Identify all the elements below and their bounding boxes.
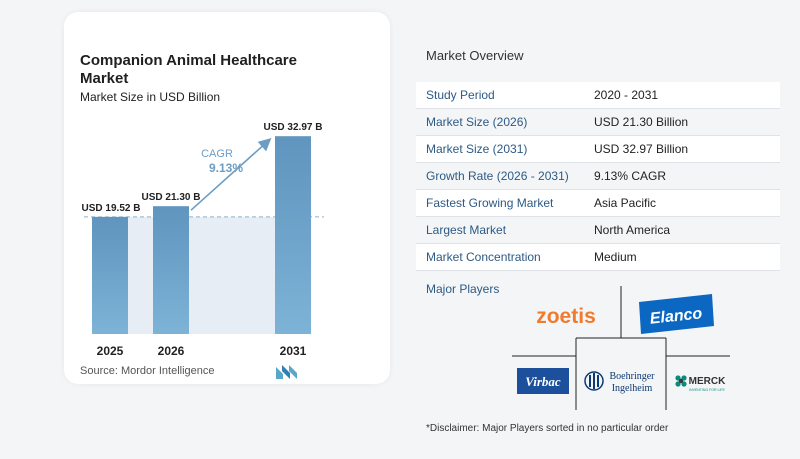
- row-value: Medium: [594, 250, 637, 264]
- row-value: USD 21.30 Billion: [594, 115, 689, 129]
- chart-title: Companion Animal Healthcare Market: [80, 52, 297, 87]
- row-label: Study Period: [426, 88, 495, 102]
- chart-card: Companion Animal Healthcare Market Marke…: [64, 12, 390, 384]
- virbac-logo: Virbac: [517, 368, 569, 394]
- major-players-title: Major Players: [426, 282, 500, 296]
- x-tick-label-2025: 2025: [97, 344, 124, 358]
- chart-subtitle: Market Size in USD Billion: [80, 90, 221, 104]
- boehringer-wordmark-line1: Boehringer: [610, 371, 656, 382]
- source-note: Source: Mordor Intelligence: [80, 365, 215, 377]
- table-row: Market Concentration Medium: [416, 244, 780, 271]
- table-row: Growth Rate (2026 - 2031) 9.13% CAGR: [416, 163, 780, 190]
- x-tick-label-2031: 2031: [280, 344, 307, 358]
- cagr-value: 9.13%: [209, 161, 243, 175]
- table-row: Market Size (2026) USD 21.30 Billion: [416, 109, 780, 136]
- zoetis-wordmark: zoetis: [536, 305, 596, 328]
- overview-table: Study Period 2020 - 2031 Market Size (202…: [416, 82, 780, 271]
- data-label-2031: USD 32.97 B: [264, 122, 323, 133]
- table-row: Fastest Growing Market Asia Pacific: [416, 190, 780, 217]
- row-label: Fastest Growing Market: [426, 196, 554, 210]
- row-value: 2020 - 2031: [594, 88, 659, 102]
- row-value: USD 32.97 Billion: [594, 142, 689, 156]
- elanco-wordmark: Elanco: [649, 305, 703, 327]
- virbac-wordmark: Virbac: [525, 374, 561, 389]
- market-overview-panel: Market Overview Study Period 2020 - 2031 …: [416, 0, 800, 459]
- table-row: Market Size (2031) USD 32.97 Billion: [416, 136, 780, 163]
- table-row: Study Period 2020 - 2031: [416, 82, 780, 109]
- row-value: 9.13% CAGR: [594, 169, 667, 183]
- disclaimer: *Disclaimer: Major Players sorted in no …: [426, 423, 669, 434]
- x-tick-label-2026: 2026: [158, 344, 185, 358]
- table-row: Largest Market North America: [416, 217, 780, 244]
- overview-title: Market Overview: [426, 48, 524, 63]
- data-label-2025: USD 19.52 B: [82, 203, 141, 214]
- bar-chart: USD 19.52 B 2025 USD 21.30 B 2026 USD 32.97 …: [82, 122, 324, 358]
- bar-2031: [275, 136, 311, 334]
- row-label: Market Size (2026): [426, 115, 528, 129]
- row-label: Growth Rate (2026 - 2031): [426, 169, 569, 183]
- bar-2026: [153, 206, 189, 334]
- elanco-logo: Elanco: [639, 294, 714, 334]
- major-players-grid: zoetis Elanco Virbac Boehringer Ingelhei…: [512, 286, 730, 410]
- row-value: Asia Pacific: [594, 196, 657, 210]
- boehringer-wordmark-line2: Ingelheim: [612, 383, 653, 394]
- row-label: Market Size (2031): [426, 142, 528, 156]
- cagr-label: CAGR: [201, 148, 233, 160]
- data-label-2026: USD 21.30 B: [142, 192, 201, 203]
- merck-logo: MERCK INVENTING FOR LIFE: [675, 375, 726, 392]
- cagr-arrow: [190, 138, 272, 211]
- bar-2025: [92, 216, 128, 334]
- row-value: North America: [594, 223, 671, 237]
- boehringer-ingelheim-logo: Boehringer Ingelheim: [584, 371, 656, 394]
- zoetis-logo: zoetis: [536, 305, 596, 328]
- merck-tagline: INVENTING FOR LIFE: [689, 388, 725, 392]
- merck-wordmark: MERCK: [689, 376, 726, 387]
- row-label: Largest Market: [426, 223, 507, 237]
- row-label: Market Concentration: [426, 250, 541, 264]
- mordor-intelligence-logo: [276, 365, 297, 379]
